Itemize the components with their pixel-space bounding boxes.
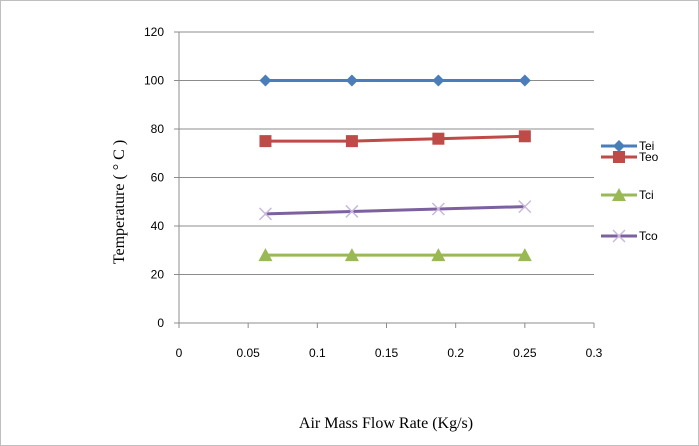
point-tco-0-stroke-b (258, 207, 272, 221)
point-tco-2-stroke-b (431, 202, 445, 216)
point-tco-2 (431, 202, 445, 216)
series-tco (258, 200, 532, 221)
series-tei (259, 74, 531, 87)
point-tco-3-stroke-b (518, 200, 532, 214)
y-tick-label-5: 100 (144, 74, 164, 88)
series-teo (259, 130, 531, 148)
y-tick-label-2: 40 (151, 219, 165, 233)
legend-label-tei: Tei (639, 139, 654, 153)
point-tco-3 (518, 200, 532, 214)
grid-layer (179, 31, 594, 324)
point-tei-1 (345, 74, 358, 87)
legend-marker-tco-stroke-b (612, 229, 626, 243)
x-tick-label-3: 0.15 (375, 346, 399, 360)
point-tco-1 (345, 204, 359, 218)
y-tick-label-3: 60 (151, 171, 165, 185)
point-tco-1-stroke-b (345, 204, 359, 218)
series-tci (258, 248, 532, 262)
x-tick-label-6: 0.3 (586, 346, 603, 360)
y-axis-title: Temperature ( ° C ) (111, 140, 128, 264)
axis-layer (174, 31, 595, 328)
point-tci-3 (517, 248, 532, 262)
x-tick-label-2: 0.1 (309, 346, 326, 360)
y-tick-label-0: 0 (157, 316, 164, 330)
legend-item-tei: Tei (601, 139, 654, 153)
legend-label-tco: Tco (639, 229, 658, 243)
point-tci-1 (344, 248, 359, 262)
x-axis-title: Air Mass Flow Rate (Kg/s) (299, 415, 473, 432)
legend-label-tci: Tci (639, 188, 654, 202)
x-tick-label-5: 0.25 (513, 346, 537, 360)
point-tei-2 (432, 74, 445, 87)
legend-label-teo: Teo (639, 150, 659, 164)
point-tei-0 (259, 74, 272, 87)
point-tei-3 (518, 74, 531, 87)
tick-labels: 0 20 40 60 80 100 120 0 0.05 0.1 0.15 0.2 0.25 0.3 (144, 25, 603, 360)
legend-item-tci: Tci (601, 188, 654, 202)
legend-marker-tco (612, 229, 626, 243)
point-teo-2 (432, 132, 445, 145)
point-tci-2 (431, 248, 446, 262)
legend-item-teo: Teo (601, 150, 659, 164)
legend-item-tco: Tco (601, 229, 658, 243)
y-tick-label-4: 80 (151, 122, 165, 136)
point-teo-0 (259, 135, 272, 148)
legend-marker-teo (613, 151, 625, 163)
series-layer (258, 74, 532, 262)
series-line-tco (265, 205, 525, 216)
y-tick-label-6: 120 (144, 25, 164, 39)
y-tick-label-1: 20 (151, 268, 165, 282)
point-teo-1 (345, 135, 358, 148)
legend-marker-tei (613, 140, 625, 152)
point-teo-3 (518, 130, 531, 143)
legend-marker-tci (612, 188, 626, 201)
x-tick-label-0: 0 (176, 346, 183, 360)
series-line-teo (265, 134, 525, 143)
point-tco-0 (258, 207, 272, 221)
point-tci-0 (258, 248, 273, 262)
x-tick-label-4: 0.2 (447, 346, 464, 360)
x-tick-label-1: 0.05 (236, 346, 260, 360)
